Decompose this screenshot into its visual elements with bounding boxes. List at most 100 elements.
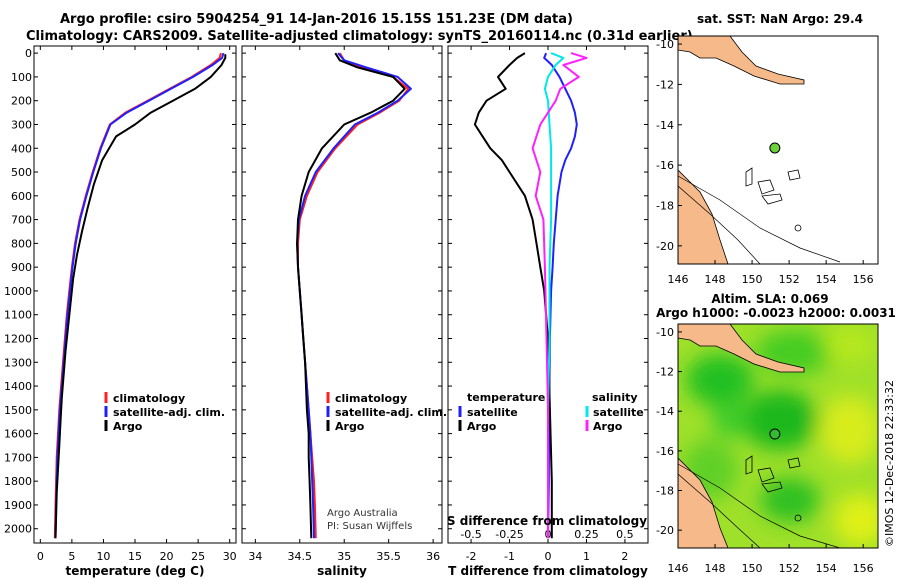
map-lat-label: -14 <box>656 405 674 418</box>
s-difference-label: S difference from climatology <box>447 514 647 528</box>
isobath-1-top <box>678 175 841 263</box>
series-line-argo <box>296 52 406 539</box>
reefs-top <box>745 167 801 205</box>
legend-temperature-title: temperature <box>467 391 545 404</box>
difference-xlabel: T difference from climatology <box>448 564 648 578</box>
salinity-xlabel: salinity <box>317 564 367 578</box>
chart-title-line2: Climatology: CARS2009. Satellite-adjuste… <box>26 29 693 44</box>
s-diff-tick-label: -0.25 <box>495 528 523 541</box>
x-tick-label: -1 <box>504 550 515 563</box>
depth-tick-label: 500 <box>11 166 32 179</box>
depth-tick-label: 200 <box>11 95 32 108</box>
temperature-legend: climatology satellite-adj. clim. Argo <box>104 392 225 433</box>
x-tick-label: 34 <box>248 550 262 563</box>
sla-field <box>682 327 878 546</box>
map-lat-label: -18 <box>656 199 674 212</box>
depth-tick-label: 1200 <box>4 332 32 345</box>
credit-line2: PI: Susan Wijffels <box>327 521 412 532</box>
legend-climatology: climatology <box>113 392 185 405</box>
x-tick-label: 0 <box>37 550 44 563</box>
map-lon-label: 154 <box>816 562 837 575</box>
map-lat-label: -12 <box>656 366 674 379</box>
x-tick-label: 5 <box>68 550 75 563</box>
sla-map-title2: Argo h1000: -0.0023 h2000: 0.0031 <box>656 306 896 320</box>
png-land-bottom <box>678 324 805 373</box>
temperature-xlabel: temperature (deg C) <box>66 564 205 578</box>
legend-t-satellite: satellite <box>467 406 518 419</box>
difference-legend: temperature satellite Argo salinity sate… <box>458 391 644 433</box>
sla-map-frame <box>677 323 879 549</box>
map-lon-label: 154 <box>816 273 837 286</box>
s-diff-tick-label: 0.5 <box>616 528 634 541</box>
legend-satellite-s: satellite-adj. clim. <box>335 406 447 419</box>
map-lat-label: -10 <box>656 38 674 51</box>
depth-tick-label: 800 <box>11 237 32 250</box>
x-tick-label: 20 <box>160 550 174 563</box>
depth-tick-label: 700 <box>11 214 32 227</box>
legend-argo: Argo <box>113 420 143 433</box>
x-tick-label: 2 <box>621 550 628 563</box>
legend-argo-s: Argo <box>335 420 365 433</box>
depth-tick-label: 1700 <box>4 451 32 464</box>
series-line-satellite-adj-clim- <box>54 52 225 539</box>
map-lat-label: -20 <box>656 524 674 537</box>
depth-tick-label: 100 <box>11 71 32 84</box>
legend-s-argo: Argo <box>593 420 623 433</box>
s-diff-tick-label: 0.25 <box>574 528 599 541</box>
island-bottom <box>794 514 802 522</box>
australia-land-bottom <box>678 457 729 548</box>
legend-salinity-title: salinity <box>592 391 638 404</box>
map-lat-label: -18 <box>656 485 674 498</box>
legend-satellite: satellite-adj. clim. <box>113 406 225 419</box>
australia-land-top <box>678 169 729 264</box>
x-tick-label: 34.5 <box>288 550 313 563</box>
map-lon-label: 148 <box>705 273 726 286</box>
chart-title-line1: Argo profile: csiro 5904254_91 14-Jan-20… <box>60 12 573 27</box>
isobath-2-bottom <box>678 473 761 548</box>
depth-tick-label: 1300 <box>4 356 32 369</box>
map-lat-label: -16 <box>656 159 674 172</box>
x-tick-label: 10 <box>96 550 110 563</box>
map-lat-label: -12 <box>656 78 674 91</box>
map-lon-label: 148 <box>705 562 726 575</box>
x-tick-label: -2 <box>466 550 477 563</box>
x-tick-label: 35 <box>337 550 351 563</box>
island-top <box>794 224 802 232</box>
map-lon-label: 146 <box>668 562 689 575</box>
map-lon-label: 156 <box>853 273 874 286</box>
s-diff-tick-label: -0.5 <box>460 528 481 541</box>
x-tick-label: 15 <box>128 550 142 563</box>
legend-s-satellite: satellite <box>593 406 644 419</box>
depth-tick-label: 300 <box>11 118 32 131</box>
depth-tick-label: 0 <box>25 47 32 60</box>
map-lat-label: -10 <box>656 326 674 339</box>
x-tick-label: 30 <box>223 550 237 563</box>
sla-map <box>677 323 879 549</box>
temperature-panel <box>33 45 237 544</box>
png-land-top <box>678 36 805 85</box>
series-line-s-argo <box>531 52 588 539</box>
x-tick-label: 35.5 <box>376 550 401 563</box>
map-lon-label: 152 <box>779 273 800 286</box>
depth-tick-label: 1800 <box>4 475 32 488</box>
map-lon-label: 146 <box>668 273 689 286</box>
isobath-1-bottom <box>678 463 841 548</box>
x-tick-label: 0 <box>545 550 552 563</box>
map-lat-label: -16 <box>656 445 674 458</box>
depth-tick-label: 1900 <box>4 499 32 512</box>
sst-map-frame <box>677 35 879 265</box>
depth-tick-label: 1000 <box>4 285 32 298</box>
argo-float-marker-sst <box>769 142 781 154</box>
map-lat-label: -14 <box>656 119 674 132</box>
depth-tick-label: 600 <box>11 190 32 203</box>
map-lon-label: 156 <box>853 562 874 575</box>
legend-t-argo: Argo <box>467 420 497 433</box>
depth-tick-label: 400 <box>11 142 32 155</box>
depth-tick-label: 900 <box>11 261 32 274</box>
depth-tick-label: 2000 <box>4 523 32 536</box>
depth-tick-label: 1400 <box>4 380 32 393</box>
map-lon-label: 150 <box>742 273 763 286</box>
legend-climatology-s: climatology <box>335 392 407 405</box>
depth-tick-label: 1100 <box>4 309 32 322</box>
